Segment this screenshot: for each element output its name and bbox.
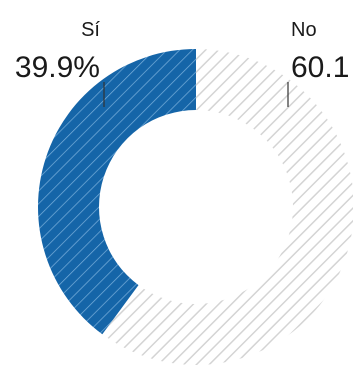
slice-no-value-label: 60.1 — [291, 51, 349, 84]
slice-no — [102, 49, 353, 365]
slice-no-label: No — [291, 19, 317, 41]
slice-si-label: Sí — [81, 19, 100, 41]
slices-group — [37, 49, 353, 365]
slice-si — [37, 49, 196, 335]
slice-si-value-label: 39.9% — [15, 51, 100, 84]
